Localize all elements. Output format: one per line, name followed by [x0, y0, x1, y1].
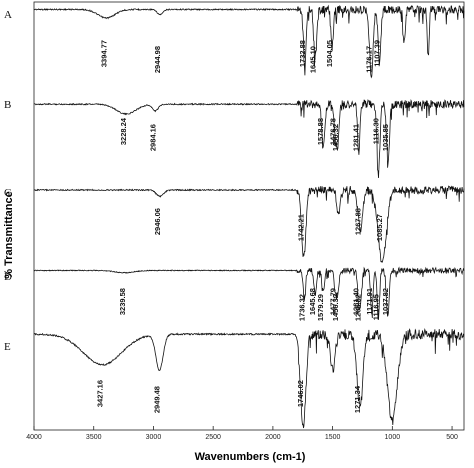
x-axis-ticks: 4000 3500 3000 2500 2000 1500 1000 500 [26, 426, 458, 441]
peak-label-e: 3427.16 [95, 380, 104, 407]
trace-label-d: D [4, 271, 12, 283]
series-line-a [33, 4, 465, 79]
x-tick-label: 4000 [26, 434, 42, 441]
peak-label-a: 1176.17 [364, 46, 373, 73]
peak-label-d: 1265.82 [354, 294, 363, 321]
peak-label-e: 1746.02 [296, 380, 305, 407]
series-line-e [33, 328, 465, 429]
peak-label-b: 1281.41 [352, 124, 361, 151]
y-axis-title: % Transmittance [3, 191, 15, 278]
peak-label-c: 1267.88 [353, 208, 362, 235]
peak-label-d: 1116.95 [371, 294, 380, 320]
peak-label-a: 2944.98 [153, 46, 162, 73]
series-line-c [33, 185, 465, 263]
peak-label-d: 1037.82 [381, 288, 390, 315]
x-tick-label: 1500 [325, 434, 341, 441]
plot-frame [33, 1, 465, 431]
x-tick-label: 500 [446, 434, 458, 441]
series-line-d [33, 266, 465, 320]
peak-labels: 3394.77 2944.98 1732.88 1645.10 1504.05 1176.… [95, 40, 390, 413]
peak-label-d: 1477.79 [328, 288, 337, 315]
peak-label-d: 1579.29 [316, 294, 325, 321]
trace-label-a: A [4, 9, 12, 21]
peak-label-b: 1035.85 [381, 124, 390, 151]
peak-label-b: 3228.24 [119, 117, 128, 145]
peak-label-e: 1271.34 [353, 385, 362, 413]
peak-label-b: 2984.16 [148, 124, 157, 151]
peak-label-b: 1578.88 [316, 118, 325, 145]
peak-label-d: 1736.32 [297, 294, 306, 321]
peak-label-a: 1645.10 [308, 46, 317, 73]
x-tick-label: 3000 [146, 434, 162, 441]
peak-label-c: 1742.21 [297, 214, 306, 241]
peak-label-b: 1456.32 [331, 124, 340, 151]
x-axis-title: Wavenumbers (cm-1) [195, 451, 306, 463]
peak-label-c: 2946.06 [153, 208, 162, 235]
peak-label-d: 1281.40 [352, 288, 361, 315]
peak-label-c: 1085.27 [375, 214, 384, 241]
peak-label-b: 1476.78 [328, 118, 337, 145]
trace-label-e: E [4, 341, 11, 353]
peak-label-e: 2949.48 [152, 386, 161, 413]
peak-label-a: 3394.77 [99, 40, 108, 67]
peak-label-a: 1107.39 [373, 40, 382, 67]
spectra-traces [33, 4, 465, 429]
trace-label-c: C [4, 187, 11, 199]
series-line-b [33, 99, 465, 179]
peak-label-d: 1171.91 [365, 288, 374, 315]
x-tick-label: 2500 [205, 434, 221, 441]
peak-label-a: 1504.05 [325, 40, 334, 67]
x-tick-label: 3500 [86, 434, 102, 441]
x-tick-label: 1000 [385, 434, 401, 441]
peak-label-b: 1116.30 [371, 118, 380, 144]
peak-label-d: 1645.68 [308, 288, 317, 315]
peak-label-d: 3239.58 [118, 288, 127, 315]
peak-label-a: 1732.88 [298, 40, 307, 67]
trace-label-b: B [4, 99, 11, 111]
trace-labels: A B C D E [4, 9, 12, 353]
peak-label-d: 1456.32 [331, 294, 340, 321]
x-tick-label: 2000 [265, 434, 281, 441]
